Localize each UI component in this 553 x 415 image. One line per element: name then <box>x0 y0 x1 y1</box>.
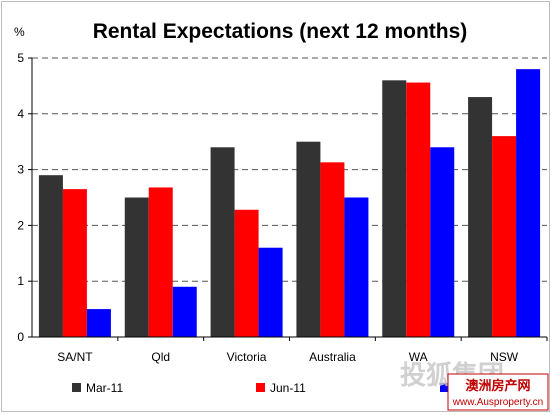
x-category-label: Qld <box>151 350 170 364</box>
bar-mar-11-sa-nt <box>38 175 63 337</box>
x-category-label: WA <box>409 350 428 364</box>
bar-s-wa <box>430 147 455 337</box>
y-axis-unit: % <box>14 25 25 39</box>
x-category-label: Australia <box>309 350 356 364</box>
bar-mar-11-nsw <box>468 97 493 337</box>
x-category-label: NSW <box>490 350 519 364</box>
bar-jun-11-australia <box>320 162 345 337</box>
bar-mar-11-australia <box>296 141 321 337</box>
bar-mar-11-qld <box>124 197 149 337</box>
bar-s-qld <box>172 286 197 337</box>
bar-mar-11-victoria <box>210 147 235 337</box>
bar-jun-11-sa-nt <box>62 189 87 337</box>
axes: 0 1 2 3 4 5 SA/NT Qld Victoria Australia WA NSW <box>17 51 548 364</box>
watermark-url: www.Ausproperty.cn <box>452 397 543 408</box>
legend-label: Jun-11 <box>270 381 306 395</box>
legend-swatch <box>72 383 81 392</box>
legend-label: Mar-11 <box>86 381 123 395</box>
y-tick-label: 3 <box>17 163 24 177</box>
y-tick-label: 2 <box>17 218 24 232</box>
bar-s-victoria <box>258 247 283 337</box>
y-tick-label: 1 <box>17 274 24 288</box>
bars <box>38 69 541 337</box>
y-tick-label: 0 <box>17 330 24 344</box>
watermark-box <box>447 373 549 411</box>
bar-s-sa-nt <box>86 309 111 337</box>
bar-mar-11-wa <box>382 80 407 337</box>
x-category-label: SA/NT <box>57 350 93 364</box>
bar-jun-11-nsw <box>492 136 517 337</box>
x-category-label: Victoria <box>227 350 267 364</box>
watermark-site-name: 澳洲房产网 <box>465 378 530 393</box>
bar-jun-11-wa <box>406 82 431 337</box>
legend-swatch <box>256 383 265 392</box>
y-tick-label: 4 <box>17 107 24 121</box>
bar-jun-11-victoria <box>234 209 259 337</box>
gridlines <box>32 57 547 282</box>
bar-s-nsw <box>516 69 541 337</box>
watermark-logo: 投狐集团 澳洲房产网 www.Ausproperty.cn <box>400 360 549 411</box>
legend-swatch <box>440 383 449 392</box>
y-tick-label: 5 <box>17 51 24 65</box>
chart-title: Rental Expectations (next 12 months) <box>93 20 468 43</box>
bar-jun-11-qld <box>148 187 173 337</box>
bar-s-australia <box>344 197 369 337</box>
